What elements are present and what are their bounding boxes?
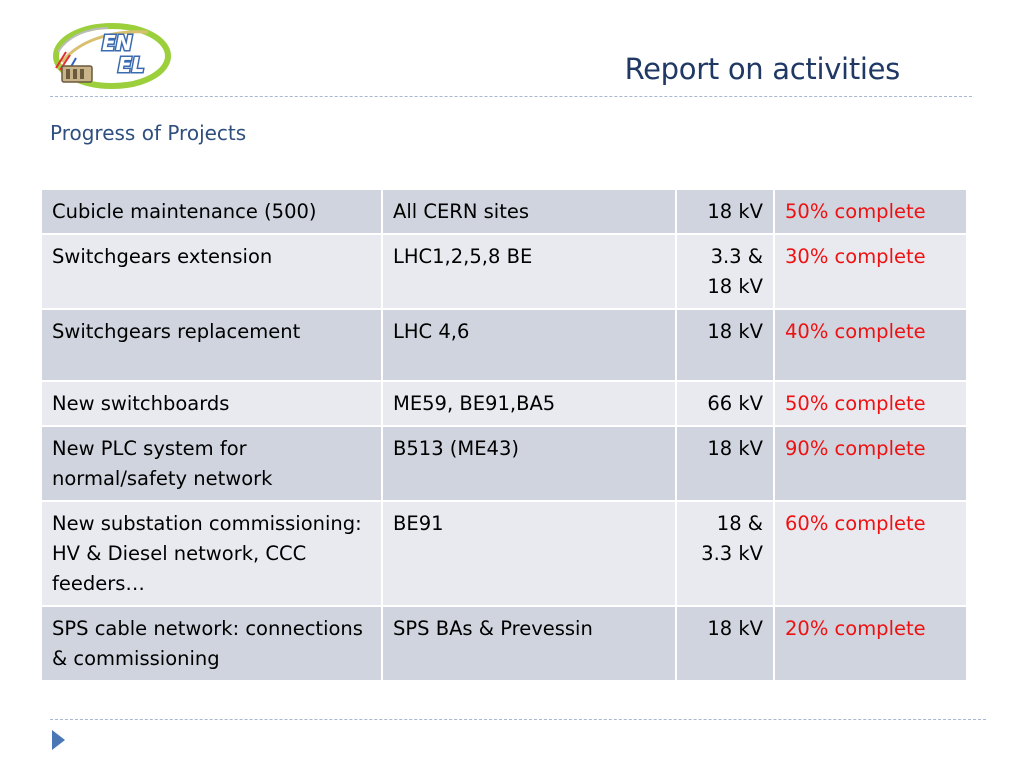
project-name: Cubicle maintenance (500) [40, 188, 383, 235]
project-voltage: 18 kV [675, 188, 775, 235]
project-voltage: 18 & 3.3 kV [675, 500, 775, 607]
project-name: New PLC system for normal/safety network [40, 425, 383, 502]
project-status: 20% complete [773, 605, 968, 682]
project-location: B513 (ME43) [381, 425, 677, 502]
project-status: 50% complete [773, 188, 968, 235]
top-separator [50, 96, 972, 97]
project-voltage: 18 kV [675, 605, 775, 682]
project-name: SPS cable network: connections & commiss… [40, 605, 383, 682]
project-voltage: 66 kV [675, 380, 775, 427]
project-name: Switchgears replacement [40, 308, 383, 382]
project-status: 60% complete [773, 500, 968, 607]
table-row: Switchgears replacement LHC 4,6 18 kV 40… [40, 308, 968, 382]
project-location: ME59, BE91,BA5 [381, 380, 677, 427]
logo-text-en: EN [102, 31, 133, 55]
project-name: New substation commissioning: HV & Diese… [40, 500, 383, 607]
project-voltage: 18 kV [675, 308, 775, 382]
project-location: BE91 [381, 500, 677, 607]
project-location: SPS BAs & Prevessin [381, 605, 677, 682]
logo-text-el: EL [118, 53, 144, 77]
bottom-separator [50, 719, 986, 720]
project-status: 30% complete [773, 233, 968, 310]
projects-table: Cubicle maintenance (500) All CERN sites… [40, 188, 968, 682]
project-voltage: 18 kV [675, 425, 775, 502]
project-status: 90% complete [773, 425, 968, 502]
table-row: Cubicle maintenance (500) All CERN sites… [40, 188, 968, 235]
project-status: 50% complete [773, 380, 968, 427]
table-row: New substation commissioning: HV & Diese… [40, 500, 968, 607]
project-status: 40% complete [773, 308, 968, 382]
table-row: New switchboards ME59, BE91,BA5 66 kV 50… [40, 380, 968, 427]
table-row: New PLC system for normal/safety network… [40, 425, 968, 502]
enel-logo-icon: EN EL [53, 23, 171, 89]
table-row: SPS cable network: connections & commiss… [40, 605, 968, 682]
project-name: New switchboards [40, 380, 383, 427]
page-title: Report on activities [624, 52, 901, 86]
project-location: LHC1,2,5,8 BE [381, 233, 677, 310]
project-location: All CERN sites [381, 188, 677, 235]
project-voltage: 3.3 & 18 kV [675, 233, 775, 310]
project-location: LHC 4,6 [381, 308, 677, 382]
table-row: Switchgears extension LHC1,2,5,8 BE 3.3 … [40, 233, 968, 310]
bullet-arrow-icon [52, 730, 65, 750]
section-subtitle: Progress of Projects [50, 121, 247, 145]
project-name: Switchgears extension [40, 233, 383, 310]
